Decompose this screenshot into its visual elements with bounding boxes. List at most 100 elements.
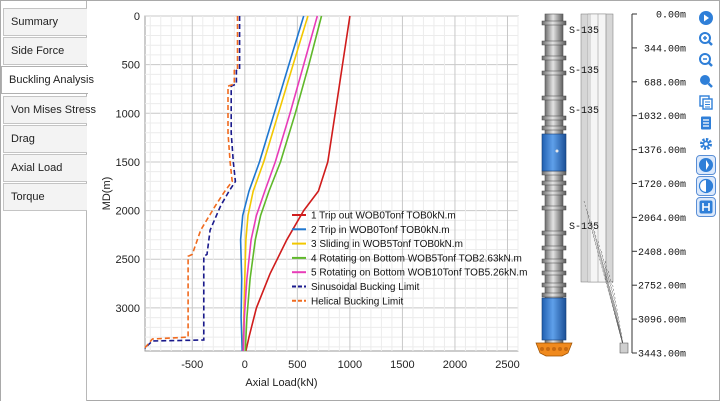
legend-label: Helical Bucking Limit [311,296,403,307]
depth-label: 2408.00m [638,248,686,259]
series-line-1 [245,15,351,352]
series-line-7 [144,16,239,349]
half-circle-icon[interactable] [696,176,716,196]
series-line-3 [242,15,309,352]
zoom-out-icon[interactable] [697,51,715,69]
projection-lines [583,200,625,350]
depth-label: 1376.00m [638,146,686,157]
tool-joint [541,190,567,196]
tool-joint [541,230,567,236]
bit-cutter [552,347,556,351]
x-tick-label: -500 [181,359,203,371]
play-icon[interactable] [697,9,715,27]
chart-toolbar [695,9,717,219]
depth-label: 2064.00m [638,214,686,225]
pan-icon[interactable] [696,155,716,175]
legend-label: Sinusoidal Bucking Limit [311,282,420,293]
tab-torque[interactable]: Torque [3,183,87,211]
analysis-tab-strip: Summary Side Force Buckling Analysis Von Mi… [1,1,96,401]
buckling-chart[interactable]: 0 500 1000 1500 2000 2500 3000 -500 0 500 1000 1500… [88,1,528,401]
tab-side-force[interactable]: Side Force [3,37,87,65]
pipe-grade-label: S-135 [569,222,599,233]
pipe-grade-label: S-135 [569,66,599,77]
series-line-5 [242,15,319,352]
chart-legend: 1 Trip out WOB0Tonf TOB0kN.m 2 Trip in WO… [292,211,527,307]
series-line-6 [144,16,241,350]
depth-label: 344.00m [644,44,686,55]
series-line-4 [244,15,323,352]
x-tick-label: 2500 [495,359,519,371]
document-icon[interactable] [697,114,715,132]
tool-joint [541,270,567,276]
grid-lines [145,15,519,351]
x-tick-label: 0 [242,359,248,371]
bit-cutter [546,347,550,351]
drill-bit-icon[interactable] [696,197,716,217]
zoom-in-icon[interactable] [697,30,715,48]
bit-cutter [558,347,562,351]
legend-label: 5 Rotating on Bottom WOB10Tonf TOB5.26kN… [311,268,527,279]
x-axis-label: Axial Load(kN) [245,377,317,389]
depth-label: 688.00m [644,78,686,89]
y-axis-label: MD(m) [101,177,113,211]
tool-joint [541,205,567,211]
tool-joint [541,292,567,298]
y-tick-label: 1500 [116,157,140,169]
pipe-grade-label: S-135 [569,106,599,117]
bha-schematic-svg: S-135 S-135 S-135 S-135 0.00m 344.00m 688.00m 1… [535,11,686,361]
copy-icon[interactable] [697,93,715,111]
x-tick-label: 2000 [443,359,467,371]
pipe-grade-label: S-135 [569,26,599,37]
y-tick-label: 1000 [116,108,140,120]
tab-von-mises-stress[interactable]: Von Mises Stress [3,96,96,124]
bit-cutter [540,347,544,351]
casing-shoe [619,342,629,354]
legend-label: 2 Trip in WOB0Tonf TOB0kN.m [311,225,450,236]
x-tick-label: 500 [288,359,306,371]
bit-cutter [564,347,568,351]
series-line-2 [239,15,305,352]
depth-label: 1032.00m [638,112,686,123]
tab-drag[interactable]: Drag [3,125,87,153]
tool-joint [541,20,567,26]
tool-joint [541,245,567,251]
bha-schematic: S-135 S-135 S-135 S-135 0.00m 344.00m 688.00m 1… [528,1,688,401]
depth-label: 3096.00m [638,316,686,327]
legend-label: 1 Trip out WOB0Tonf TOB0kN.m [311,211,456,222]
tool-joint [541,115,567,121]
legend-label: 4 Rotating on Bottom WOB5Tonf TOB2.63kN.… [311,253,522,264]
y-tick-label: 0 [134,11,140,23]
buckling-chart-svg: 0 500 1000 1500 2000 2500 3000 -500 0 500 1000 1500… [101,11,527,389]
zoom-reset-icon[interactable] [697,72,715,90]
tool-joint [541,40,567,46]
tool-joint [541,180,567,186]
depth-label: 0.00m [656,11,686,22]
depth-label: 3443.00m [638,350,686,361]
casing-inner [587,13,607,283]
tool-joint [541,258,567,264]
tool-joint [541,125,567,131]
drill-collar [541,133,567,172]
tool-joint [541,95,567,101]
legend-label: 3 Sliding in WOB5Tonf TOB0kN.m [311,239,463,250]
collar-marker [555,149,559,153]
drill-collar [541,297,567,341]
depth-label: 1720.00m [638,180,686,191]
x-tick-label: 1500 [390,359,414,371]
tool-joint [541,282,567,288]
x-tick-label: 1000 [338,359,362,371]
tab-summary[interactable]: Summary [3,8,87,36]
tool-joint [541,170,567,176]
tab-axial-load[interactable]: Axial Load [3,154,87,182]
tool-joint [541,55,567,61]
tab-buckling-analysis[interactable]: Buckling Analysis [1,66,94,94]
y-tick-label: 500 [122,60,140,72]
plot-area [144,15,519,352]
gear-icon[interactable] [697,135,715,153]
y-tick-label: 2500 [116,254,140,266]
y-tick-label: 2000 [116,206,140,218]
y-tick-label: 3000 [116,303,140,315]
depth-label: 2752.00m [638,282,686,293]
tool-joint [541,70,567,76]
